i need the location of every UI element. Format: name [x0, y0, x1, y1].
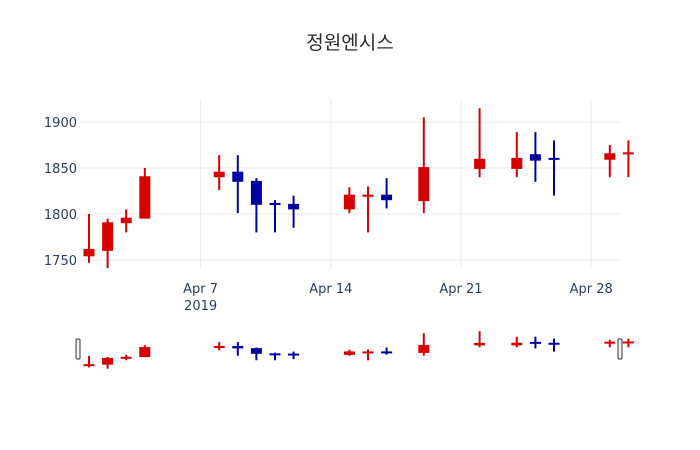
candle [288, 195, 300, 228]
candle [474, 108, 486, 178]
candle [83, 214, 95, 263]
candle [213, 155, 225, 191]
candles [83, 108, 634, 269]
slider-candle [269, 352, 281, 361]
candle [269, 200, 281, 233]
x-tick-label: Apr 14 [309, 282, 352, 297]
slider-candle [232, 342, 244, 356]
candle [120, 209, 132, 233]
candle [139, 168, 151, 219]
y-tick-label: 1750 [44, 254, 77, 269]
slider-candle [529, 336, 541, 349]
x-tick-label: Apr 28 [570, 282, 613, 297]
candle [622, 140, 634, 178]
slider-candle [250, 347, 262, 361]
candle [250, 178, 262, 233]
candle [418, 117, 430, 214]
chart-title: 정원엔시스 [306, 32, 394, 54]
slider-candle [622, 338, 634, 348]
slider-candle [288, 351, 300, 360]
y-tick-label: 1900 [44, 116, 77, 131]
range-slider-left-handle[interactable] [75, 338, 81, 360]
candle [381, 178, 393, 209]
x-tick-year: 2019 [184, 299, 217, 314]
slider-candle [362, 349, 374, 361]
range-slider-right-handle[interactable] [617, 338, 623, 360]
y-tick-label: 1850 [44, 162, 77, 177]
candle [511, 132, 523, 178]
slider-candle [102, 357, 114, 369]
candle [343, 187, 355, 214]
x-axis: Apr 7 2019 Apr 14 Apr 21 Apr 28 [183, 282, 613, 314]
gridlines [80, 100, 620, 268]
slider-candle [474, 331, 486, 348]
slider-candle [83, 355, 95, 368]
slider-candle [213, 342, 225, 351]
slider-candle [604, 339, 616, 348]
candle [232, 155, 244, 214]
slider-candle [418, 333, 430, 356]
range-slider[interactable] [75, 331, 634, 369]
x-tick-label: Apr 7 [183, 282, 218, 297]
candle [604, 145, 616, 178]
y-tick-label: 1800 [44, 208, 77, 223]
slider-candle [139, 345, 151, 358]
y-axis: 1750 1800 1850 1900 [44, 116, 77, 269]
candle [548, 140, 560, 196]
candle [362, 186, 374, 233]
slider-candle [343, 349, 355, 356]
slider-candle [511, 336, 523, 348]
x-tick-label: Apr 21 [439, 282, 482, 297]
slider-candle [548, 338, 560, 352]
slider-candle [120, 354, 132, 361]
slider-candle [381, 347, 393, 355]
candle [529, 132, 541, 182]
candle [102, 218, 114, 269]
